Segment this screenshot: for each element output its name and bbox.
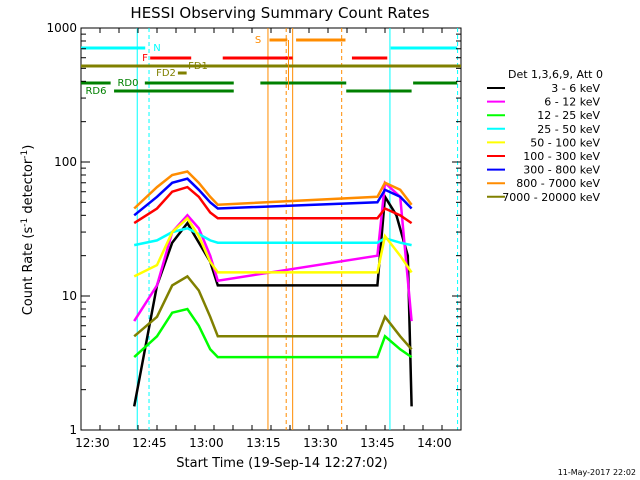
series-line xyxy=(133,180,413,322)
x-axis-label: Start Time (19-Sep-14 12:27:02) xyxy=(176,456,387,471)
y-label-main: Count Rate (s xyxy=(21,227,36,316)
x-tick-label: 13:00 xyxy=(189,436,224,450)
legend-entry: 3 - 6 keV xyxy=(551,82,600,95)
legend-header: Det 1,3,6,9, Att 0 xyxy=(508,68,603,81)
series-line xyxy=(132,192,413,407)
chart-title: HESSI Observing Summary Count Rates xyxy=(130,4,429,22)
y-tick-label: 10 xyxy=(62,289,77,303)
y-axis-label: Count Rate (s-1 detector-1) xyxy=(20,145,36,316)
flag-label: FD1 xyxy=(188,61,208,72)
x-tick-label: 13:30 xyxy=(303,436,338,450)
x-axis: 12:30 12:45 13:00 13:15 13:30 13:45 14:00 xyxy=(75,28,462,450)
y-tick-label: 1000 xyxy=(46,21,77,35)
legend-entry: 100 - 300 keV xyxy=(523,150,600,163)
x-tick-label: 13:45 xyxy=(360,436,395,450)
y-tick-label: 1 xyxy=(69,423,77,437)
series-line xyxy=(133,216,413,278)
legend-entry: 300 - 800 keV xyxy=(523,164,600,177)
flag-label: RD6 xyxy=(85,86,106,97)
series-line xyxy=(133,274,413,351)
x-tick-label: 13:15 xyxy=(246,436,281,450)
y-label-sup2: -1 xyxy=(20,150,30,159)
legend-entry: 6 - 12 keV xyxy=(544,96,600,109)
flags-layer: NF FD1 FD2 RD0 RD6 S xyxy=(81,28,461,430)
series-line xyxy=(133,177,413,217)
legend-entry: 12 - 25 keV xyxy=(537,109,600,122)
legend-entry: 50 - 100 keV xyxy=(530,136,600,149)
series-layer xyxy=(132,170,413,407)
flag-label: F xyxy=(142,53,148,64)
legend-entry: 800 - 7000 keV xyxy=(516,177,600,190)
y-tick-label: 100 xyxy=(54,155,77,169)
y-label-mid: detector xyxy=(21,158,36,218)
x-tick-label: 12:30 xyxy=(75,436,110,450)
x-tick-label: 14:00 xyxy=(417,436,452,450)
series-line xyxy=(133,185,413,225)
y-axis: 1 10 100 1000 xyxy=(46,21,461,437)
x-tick-label: 12:45 xyxy=(132,436,167,450)
footer-date: 11-May-2017 22:02 xyxy=(558,468,636,477)
legend-entry: 7000 - 20000 keV xyxy=(502,191,600,204)
y-label-end: ) xyxy=(21,145,36,150)
series-line xyxy=(133,226,412,247)
flag-label: FD2 xyxy=(156,68,176,79)
legend-entry: 25 - 50 keV xyxy=(537,123,600,136)
flag-label: S xyxy=(255,35,261,46)
series-line xyxy=(133,307,413,359)
series-line xyxy=(133,170,413,210)
flag-label: N xyxy=(153,43,160,54)
y-label-sup1: -1 xyxy=(20,218,30,227)
flag-label: RD0 xyxy=(117,78,138,89)
